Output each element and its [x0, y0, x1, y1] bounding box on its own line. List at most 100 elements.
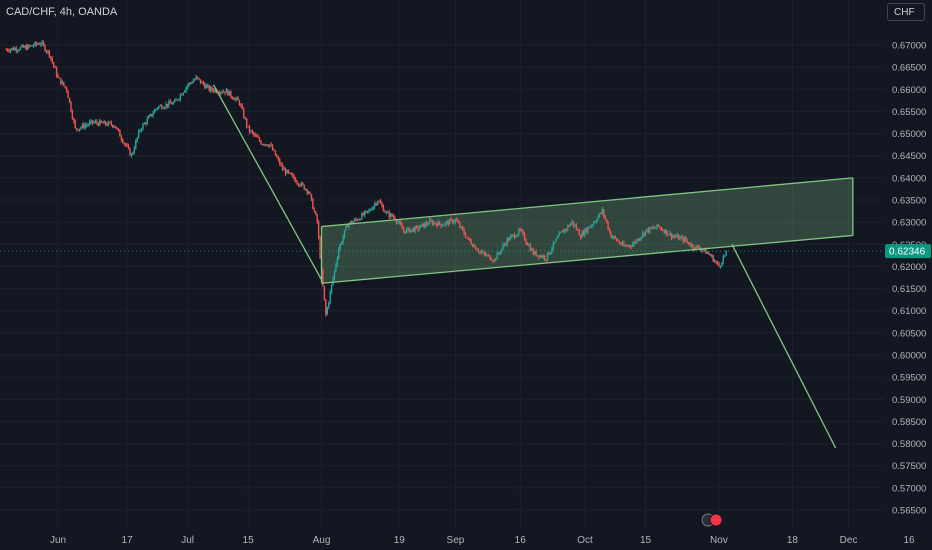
candle-body: [591, 224, 593, 226]
candle-body: [342, 236, 344, 243]
symbol-title[interactable]: CAD/CHF, 4h, OANDA: [6, 6, 118, 18]
candle-body: [549, 252, 552, 255]
channel-fill-layer: [321, 177, 853, 284]
candle-body: [313, 208, 316, 212]
candle-body: [649, 227, 651, 233]
candle-body: [218, 92, 220, 94]
candle-body: [364, 211, 366, 216]
candle-body: [281, 164, 284, 170]
candle-body: [194, 79, 196, 81]
candle-body: [379, 201, 382, 204]
alert-marker-icon: [709, 513, 723, 527]
candle-body: [123, 142, 125, 144]
candle-body: [721, 263, 723, 266]
candle-body: [428, 219, 431, 225]
candle-body: [268, 144, 271, 147]
candle-body: [113, 126, 115, 128]
candle-body: [349, 221, 352, 224]
candle-body: [19, 47, 22, 50]
candle-body: [258, 137, 261, 142]
time-axis[interactable]: Jun 17 Jul 15 Aug 19 Sep 16 Oct 15 Nov 18 Dec 16: [50, 535, 915, 546]
candle-body: [250, 130, 252, 132]
candle-body: [120, 136, 123, 140]
candle-body: [610, 231, 612, 238]
candle-body: [22, 45, 25, 48]
candle-body: [469, 238, 471, 241]
candle-body: [152, 113, 154, 116]
candle-body: [679, 237, 681, 240]
candle-body: [506, 238, 508, 245]
candle-body: [71, 111, 74, 119]
candle-body: [84, 125, 87, 128]
candle-body: [497, 253, 500, 255]
candle-body: [109, 121, 111, 123]
candle-body: [392, 216, 395, 218]
candle-body: [381, 203, 383, 206]
candle-body: [362, 213, 364, 216]
candle-body: [293, 175, 295, 179]
candle-body: [536, 255, 539, 257]
candle-body: [67, 90, 69, 98]
candle-body: [81, 124, 84, 128]
price-tick-label: 0.61500: [892, 284, 926, 295]
candle-body: [149, 114, 151, 117]
candle-body: [169, 101, 172, 104]
candle-body: [90, 120, 92, 123]
candle-body: [696, 245, 699, 247]
candle-body: [434, 222, 436, 224]
candle-body: [410, 229, 412, 233]
candle-body: [142, 124, 144, 130]
downtrend-line: [212, 84, 323, 281]
candle-body: [617, 240, 619, 242]
candle-body: [296, 182, 298, 184]
candle-body: [176, 99, 179, 101]
candle-body: [292, 174, 294, 176]
candle-body: [473, 245, 475, 247]
candle-body: [137, 131, 140, 138]
candle-body: [388, 212, 390, 217]
time-tick-label: 15: [243, 535, 255, 546]
candle-body: [533, 251, 536, 255]
candle-body: [340, 242, 343, 245]
candle-body: [140, 129, 143, 131]
candle-body: [719, 265, 722, 267]
candle-body: [633, 241, 635, 245]
candle-body: [333, 270, 336, 279]
candle-body: [404, 231, 406, 234]
candle-body: [565, 229, 568, 231]
candle-body: [407, 227, 409, 230]
candle-body: [554, 241, 556, 243]
candle-body: [78, 128, 81, 131]
price-tick-label: 0.65500: [892, 107, 926, 118]
drawings-layer[interactable]: [212, 84, 854, 449]
candle-body: [127, 145, 130, 149]
candle-body: [676, 235, 678, 237]
candle-body: [675, 236, 677, 238]
candle-body: [101, 122, 104, 124]
candle-body: [306, 189, 308, 193]
candle-body: [188, 82, 190, 86]
candle-body: [372, 206, 375, 210]
candle-body: [490, 259, 493, 261]
candle-body: [359, 219, 362, 221]
candle-body: [513, 234, 516, 238]
candle-body: [45, 50, 48, 52]
candle-body: [186, 85, 189, 88]
candle-body: [459, 222, 461, 228]
candle-body: [264, 144, 267, 146]
candle-body: [608, 229, 611, 232]
candle-body: [11, 48, 13, 50]
candle-body: [208, 85, 210, 91]
candle-body: [618, 241, 621, 244]
candle-body: [97, 123, 100, 126]
candle-body: [669, 232, 671, 235]
candle-body: [441, 225, 444, 227]
candle-body: [277, 157, 280, 160]
candle-body: [119, 130, 121, 137]
price-axis[interactable]: 0.67000 0.66500 0.66000 0.65500 0.65000 0.645…: [884, 0, 932, 550]
currency-button[interactable]: CHF: [887, 3, 925, 21]
candle-body: [376, 201, 379, 205]
candle-body: [564, 229, 566, 233]
candle-body: [436, 223, 438, 226]
